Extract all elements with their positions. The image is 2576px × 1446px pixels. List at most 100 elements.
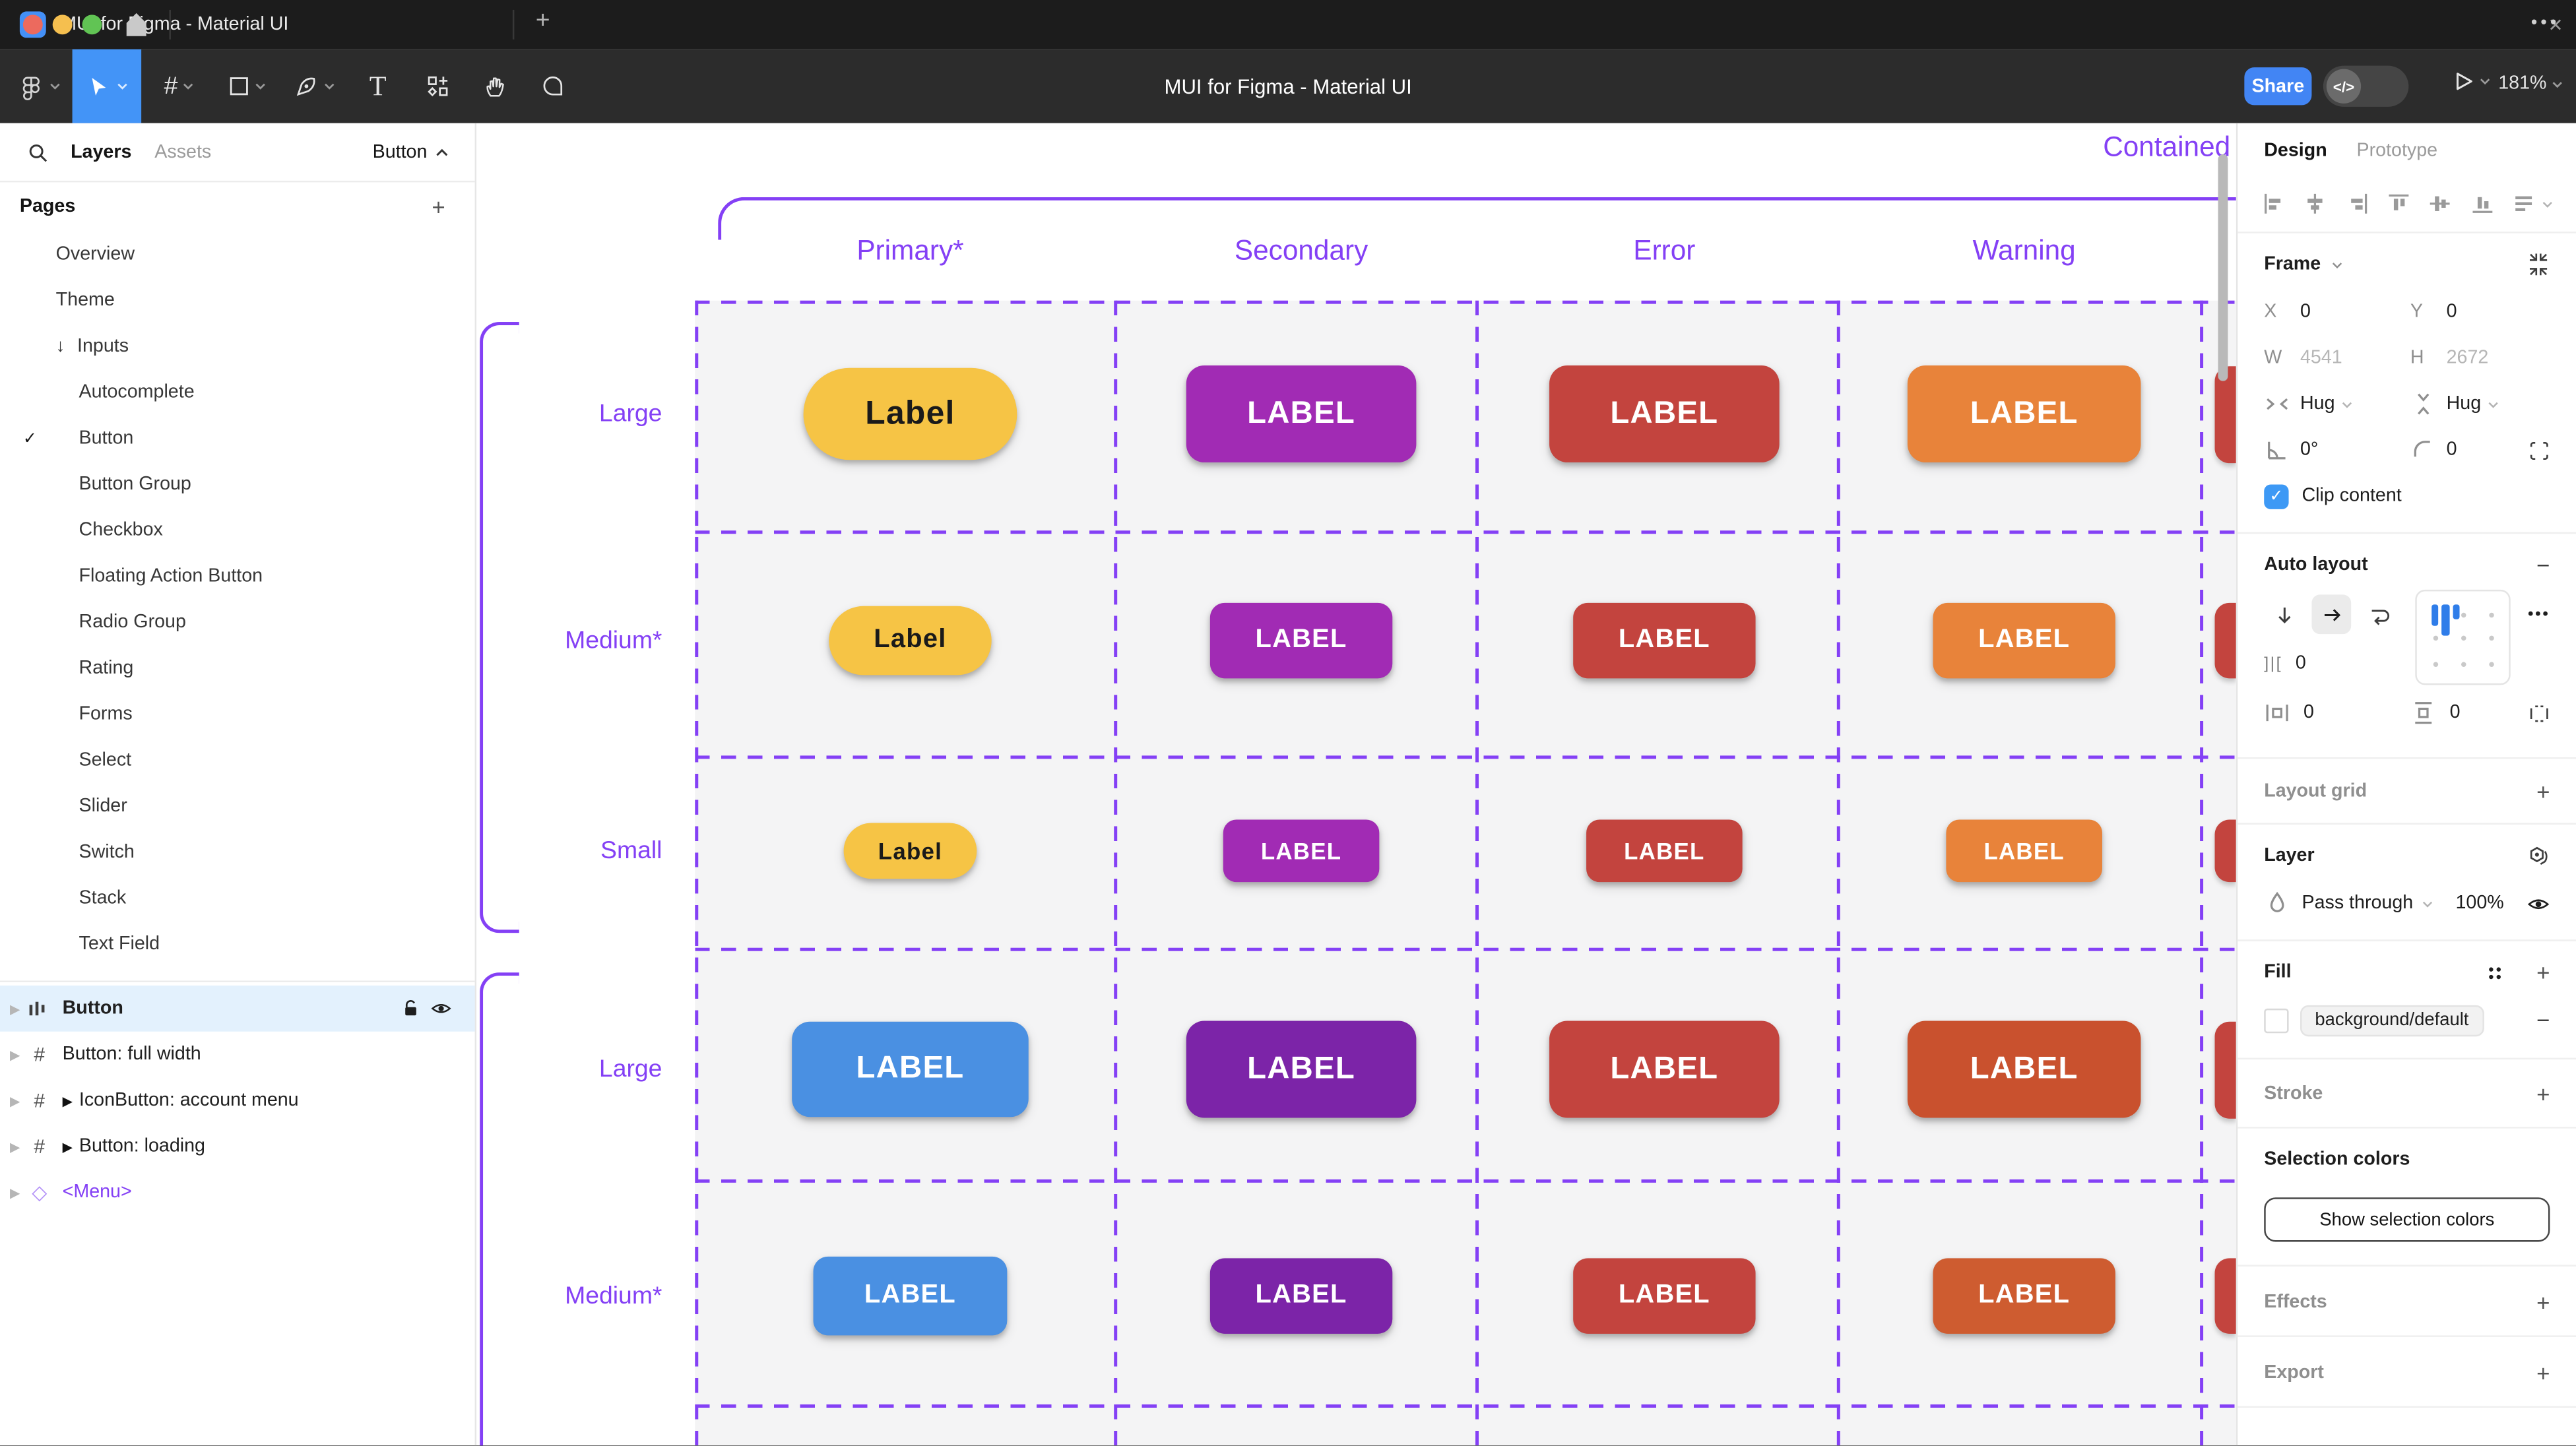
align-right-icon[interactable] xyxy=(2344,191,2370,217)
play-triangle-icon[interactable]: ▶ xyxy=(62,1139,73,1154)
mui-button[interactable]: LABEL xyxy=(792,1021,1029,1117)
gap-value-field[interactable]: 0 xyxy=(2295,654,2306,674)
layer-visibility-icon[interactable] xyxy=(2527,895,2550,912)
individual-padding-icon[interactable] xyxy=(2528,702,2550,723)
fill-style-chip[interactable]: background/default xyxy=(2300,1004,2484,1036)
hug-horizontal-select[interactable]: Hug xyxy=(2300,394,2335,414)
sidebar-page-item[interactable]: Switch xyxy=(0,829,475,875)
corner-radius-field[interactable]: 0 xyxy=(2446,440,2457,460)
collapse-frame-icon[interactable] xyxy=(2527,253,2550,276)
mui-button[interactable]: LABEL xyxy=(1209,602,1393,679)
layout-vertical-button[interactable] xyxy=(2264,594,2303,634)
sidebar-page-item[interactable]: Radio Group xyxy=(0,600,475,646)
mui-button[interactable]: LABEL xyxy=(1933,1258,2115,1334)
mui-button[interactable]: LABEL xyxy=(1549,1021,1780,1118)
tab-close-icon[interactable]: ✕ xyxy=(2548,15,2563,36)
add-page-icon[interactable]: + xyxy=(432,193,445,220)
auto-layout-alignment-pad[interactable] xyxy=(2415,589,2511,685)
close-traffic-light[interactable] xyxy=(22,15,43,35)
sidebar-page-item[interactable]: Rating xyxy=(0,646,475,692)
layer-row[interactable]: ▶ ◇ <Menu> xyxy=(0,1170,475,1216)
rotation-value-field[interactable]: 0° xyxy=(2300,440,2319,460)
tab-layers[interactable]: Layers xyxy=(71,142,132,162)
sidebar-page-item[interactable]: Autocomplete xyxy=(0,369,475,416)
resources-tool-button[interactable] xyxy=(411,49,464,123)
blend-mode-icon[interactable] xyxy=(2527,844,2550,867)
new-tab-icon[interactable]: + xyxy=(535,6,550,35)
layout-wrap-button[interactable] xyxy=(2360,594,2399,634)
canvas-scrollbar[interactable] xyxy=(2218,154,2228,381)
independent-corners-icon[interactable] xyxy=(2528,439,2550,460)
fill-color-swatch[interactable] xyxy=(2264,1007,2289,1032)
search-icon[interactable] xyxy=(28,142,48,162)
sidebar-page-item[interactable]: Button Group xyxy=(0,462,475,508)
mui-button[interactable]: Label xyxy=(803,367,1017,460)
dev-mode-toggle[interactable]: </> xyxy=(2323,65,2409,107)
mui-button[interactable]: LABEL xyxy=(1907,1021,2141,1118)
layer-row[interactable]: ▶ # ▶ IconButton: account menu xyxy=(0,1077,475,1123)
opacity-value-field[interactable]: 100% xyxy=(2455,893,2504,914)
tab-prototype[interactable]: Prototype xyxy=(2356,140,2438,160)
unlock-icon[interactable] xyxy=(402,999,419,1019)
pen-tool-button[interactable] xyxy=(284,49,344,123)
sidebar-page-item[interactable]: Slider xyxy=(0,784,475,830)
sidebar-page-item[interactable]: Floating Action Button xyxy=(0,553,475,600)
sidebar-page-item[interactable]: Text Field xyxy=(0,922,475,968)
align-v-center-icon[interactable] xyxy=(2428,191,2454,217)
share-button[interactable]: Share xyxy=(2244,67,2312,106)
play-triangle-icon[interactable]: ▶ xyxy=(62,1093,73,1108)
expand-chevron-icon[interactable]: ▶ xyxy=(9,1139,20,1154)
zoom-level-control[interactable]: 181% xyxy=(2498,74,2563,94)
shape-tool-button[interactable] xyxy=(218,49,274,123)
mui-button[interactable]: LABEL xyxy=(1907,365,2141,462)
sidebar-page-item[interactable]: Stack xyxy=(0,875,475,922)
sidebar-page-item[interactable]: Checkbox xyxy=(0,507,475,553)
mui-button[interactable]: LABEL xyxy=(1209,1258,1393,1334)
remove-auto-layout-icon[interactable]: − xyxy=(2536,551,2550,579)
show-selection-colors-button[interactable]: Show selection colors xyxy=(2264,1197,2550,1242)
mui-button[interactable]: LABEL xyxy=(1573,602,1756,679)
main-menu-button[interactable] xyxy=(10,49,69,123)
window-overflow-icon[interactable]: ••• xyxy=(2530,13,2560,33)
present-button[interactable] xyxy=(2453,71,2491,92)
sidebar-page-item[interactable]: ✓ Button xyxy=(0,416,475,462)
expand-chevron-icon[interactable]: ▶ xyxy=(9,1093,20,1108)
mui-button[interactable]: LABEL xyxy=(1549,365,1780,462)
align-bottom-icon[interactable] xyxy=(2469,191,2496,217)
frame-tool-button[interactable]: # xyxy=(151,49,207,123)
height-value-field[interactable]: 2672 xyxy=(2446,348,2489,368)
mui-button[interactable]: LABEL xyxy=(1586,819,1743,883)
mui-button[interactable]: Label xyxy=(843,823,977,879)
layer-row[interactable]: ▶ Button xyxy=(0,986,475,1032)
clip-content-row[interactable]: ✓ Clip content xyxy=(2238,473,2576,519)
add-effect-icon[interactable]: + xyxy=(2536,1288,2550,1315)
distribute-menu-button[interactable] xyxy=(2511,191,2554,217)
add-layout-grid-icon[interactable]: + xyxy=(2536,778,2550,805)
hand-tool-button[interactable] xyxy=(468,49,521,123)
mui-button[interactable]: LABEL xyxy=(1946,819,2102,883)
frame-title[interactable]: Frame xyxy=(2264,254,2321,274)
align-left-icon[interactable] xyxy=(2261,191,2287,217)
y-value-field[interactable]: 0 xyxy=(2446,302,2457,323)
vertical-padding-field[interactable]: 0 xyxy=(2449,703,2461,723)
mui-button[interactable]: Label xyxy=(829,606,992,676)
home-icon[interactable] xyxy=(118,11,154,38)
tab-assets[interactable]: Assets xyxy=(154,142,212,162)
width-value-field[interactable]: 4541 xyxy=(2300,348,2342,368)
add-export-icon[interactable]: + xyxy=(2536,1359,2550,1386)
mui-button[interactable]: LABEL xyxy=(1573,1258,1756,1334)
add-stroke-icon[interactable]: + xyxy=(2536,1081,2550,1108)
align-top-icon[interactable] xyxy=(2385,191,2412,217)
expand-chevron-icon[interactable]: ▶ xyxy=(9,1001,20,1017)
hug-vertical-select[interactable]: Hug xyxy=(2446,394,2482,414)
tab-design[interactable]: Design xyxy=(2264,140,2327,160)
sidebar-page-item[interactable]: Forms xyxy=(0,691,475,738)
horizontal-padding-field[interactable]: 0 xyxy=(2303,703,2314,723)
maximize-traffic-light[interactable] xyxy=(82,15,102,35)
page-selector[interactable]: Button xyxy=(373,142,449,162)
mui-button[interactable]: LABEL xyxy=(1186,1021,1417,1118)
clip-content-checkbox[interactable]: ✓ xyxy=(2264,484,2289,509)
sidebar-page-item[interactable]: ↓ Inputs xyxy=(0,324,475,370)
expand-chevron-icon[interactable]: ▶ xyxy=(9,1185,20,1200)
sidebar-page-item[interactable]: Theme xyxy=(0,278,475,324)
